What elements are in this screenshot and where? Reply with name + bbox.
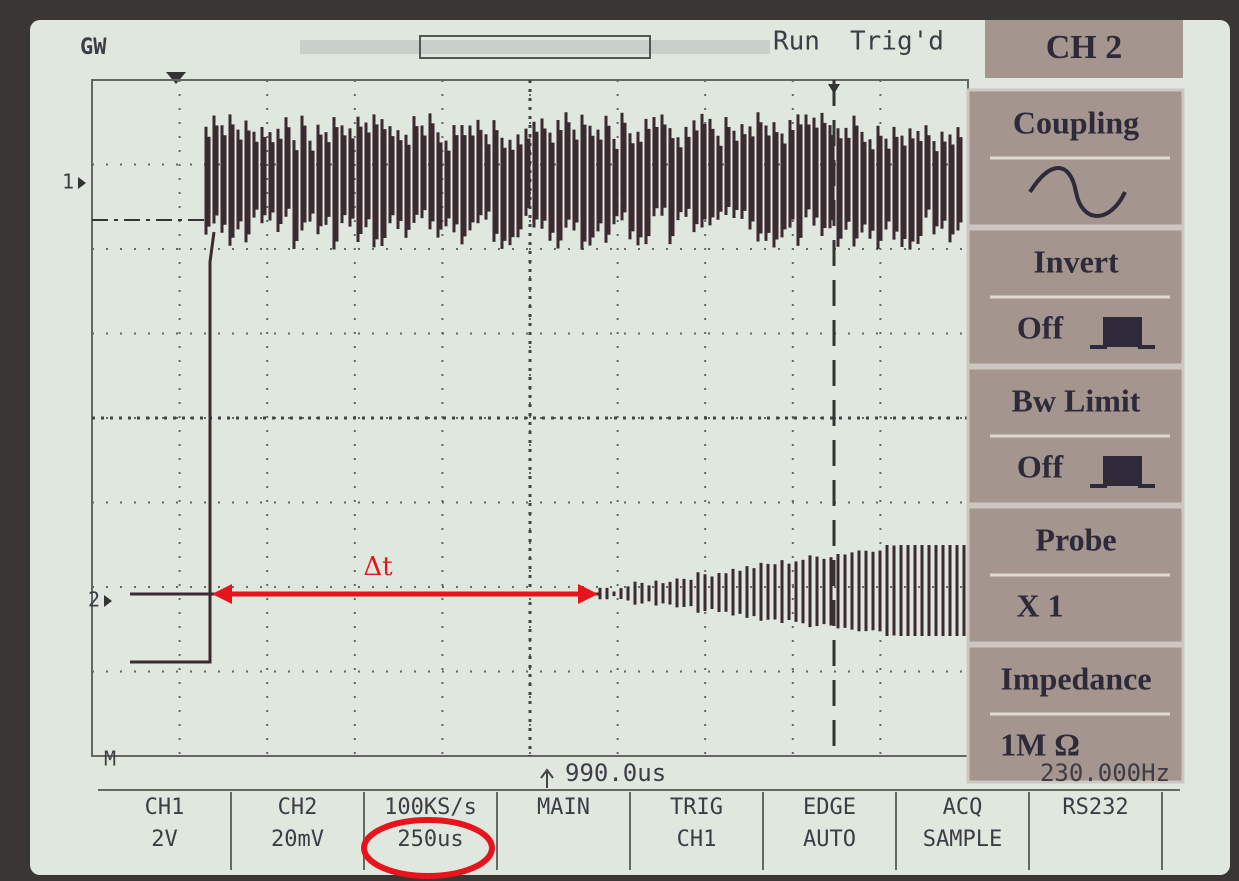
- trigger-status: Trig'd: [850, 27, 944, 57]
- bottom-value: 20mV: [271, 827, 324, 852]
- menu-value: 1M Ω: [1000, 726, 1080, 762]
- menu-label: Invert: [1033, 243, 1119, 279]
- menu-value: Off: [1017, 448, 1064, 484]
- ch2-marker: 2: [88, 588, 100, 612]
- bottom-top: EDGE: [803, 795, 856, 820]
- bottom-value: SAMPLE: [923, 827, 1002, 852]
- bottom-top: RS232: [1062, 795, 1128, 820]
- menu-label: Bw Limit: [1012, 382, 1141, 418]
- bottom-top: CH1: [145, 795, 185, 820]
- frequency: 230.000Hz: [1040, 759, 1170, 787]
- bottom-value: 250us: [397, 827, 463, 852]
- trigger-position: 990.0us: [565, 759, 666, 787]
- bottom-top: 100KS/s: [384, 795, 477, 820]
- run-status: Run: [773, 27, 820, 57]
- bottom-value: 2V: [151, 827, 178, 852]
- menu-value: X 1: [1016, 587, 1063, 623]
- menu-title: CH 2: [1046, 29, 1123, 66]
- bottom-top: CH2: [278, 795, 318, 820]
- delta-label: Δt: [363, 552, 393, 582]
- menu-label: Coupling: [1013, 104, 1139, 140]
- memory-bar: [300, 40, 770, 54]
- brand: GW: [80, 35, 107, 60]
- math-marker: M: [104, 747, 116, 771]
- menu-label: Impedance: [1000, 660, 1151, 696]
- oscilloscope-screen: GW Run Trig'd 1 2 M CH 2 Coupling Invert O…: [0, 0, 1239, 881]
- ch1-marker: 1: [62, 170, 74, 194]
- menu-value: Off: [1017, 309, 1064, 345]
- bottom-top: TRIG: [670, 795, 723, 820]
- side-menu: CH 2 Coupling Invert Off Bw Limit Off Probe X …: [968, 20, 1183, 782]
- bottom-top: MAIN: [537, 795, 590, 820]
- bottom-value: AUTO: [803, 827, 856, 852]
- bottom-top: ACQ: [943, 795, 983, 820]
- bottom-value: CH1: [677, 827, 717, 852]
- menu-label: Probe: [1035, 521, 1116, 557]
